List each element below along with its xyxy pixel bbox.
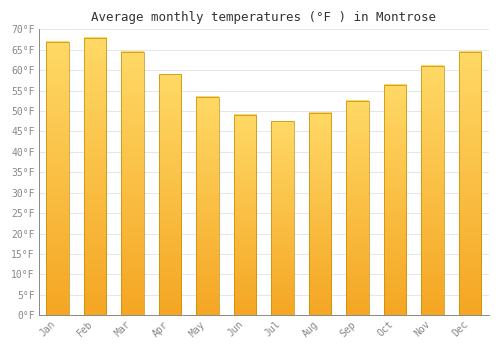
Bar (384, 85, 406, 315)
Bar (46, 42, 69, 315)
Bar (159, 74, 182, 315)
Bar (309, 113, 332, 315)
Bar (422, 66, 444, 315)
Bar (459, 52, 481, 315)
Bar (234, 115, 256, 315)
Bar (84, 37, 106, 315)
Bar (122, 52, 144, 315)
Bar (272, 121, 294, 315)
Title: Average monthly temperatures (°F ) in Montrose: Average monthly temperatures (°F ) in Mo… (92, 11, 436, 24)
Bar (196, 97, 219, 315)
Bar (346, 101, 369, 315)
